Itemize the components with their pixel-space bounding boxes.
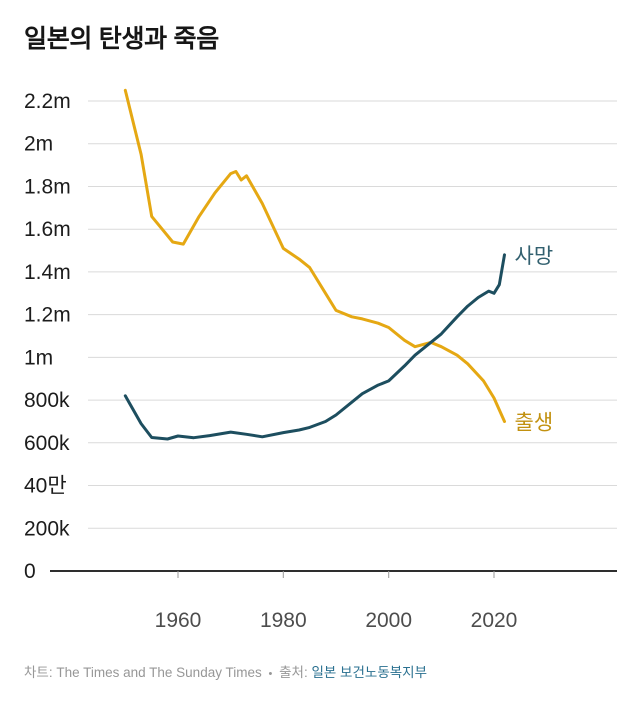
series-label-사망: 사망 <box>515 245 554 268</box>
y-axis-label: 2m <box>24 133 53 156</box>
y-axis-label: 1.6m <box>24 218 71 241</box>
x-axis-label: 2020 <box>471 609 518 632</box>
footer-separator: • <box>268 668 273 680</box>
line-chart-svg: 2.2m 2m 1.8m 1.6m 1.4m 1.2m 1m 800k 600k 40만 200k 0… <box>24 88 617 632</box>
y-axis-label: 2.2m <box>24 90 71 113</box>
source-link[interactable]: 일본 보건노동복지부 <box>311 665 427 680</box>
y-axis-label: 1.8m <box>24 176 71 199</box>
chart-credit: The Times and The Sunday Times <box>56 665 262 680</box>
x-axis-label: 2000 <box>365 609 412 632</box>
chart: 2.2m 2m 1.8m 1.6m 1.4m 1.2m 1m 800k 600k 40만 200k 0… <box>0 76 640 646</box>
chart-credit-label: 차트: <box>24 665 53 680</box>
y-axis-label: 40만 <box>24 475 67 498</box>
y-axis-label: 1m <box>24 346 53 369</box>
source-label: 출처: <box>279 665 308 680</box>
y-axis-label: 800k <box>24 389 70 412</box>
attribution-footer: 차트: The Times and The Sunday Times • 출처:… <box>24 664 640 683</box>
series-line-출생 <box>123 88 506 423</box>
series-line-사망 <box>123 253 506 441</box>
y-axis-label: 200k <box>24 517 70 540</box>
page: 일본의 탄생과 죽음 2.2m 2m 1.8m 1.6m 1.4m 1.2m 1m 800k 6… <box>0 25 640 683</box>
x-axis-label: 1960 <box>155 609 202 632</box>
x-axis-label: 1980 <box>260 609 307 632</box>
y-axis-label: 0 <box>24 560 36 583</box>
series-label-출생: 출생 <box>515 412 554 435</box>
y-axis-label: 1.2m <box>24 304 71 327</box>
y-axis-label: 1.4m <box>24 261 71 284</box>
chart-title: 일본의 탄생과 죽음 <box>24 25 219 53</box>
y-axis-label: 600k <box>24 432 70 455</box>
